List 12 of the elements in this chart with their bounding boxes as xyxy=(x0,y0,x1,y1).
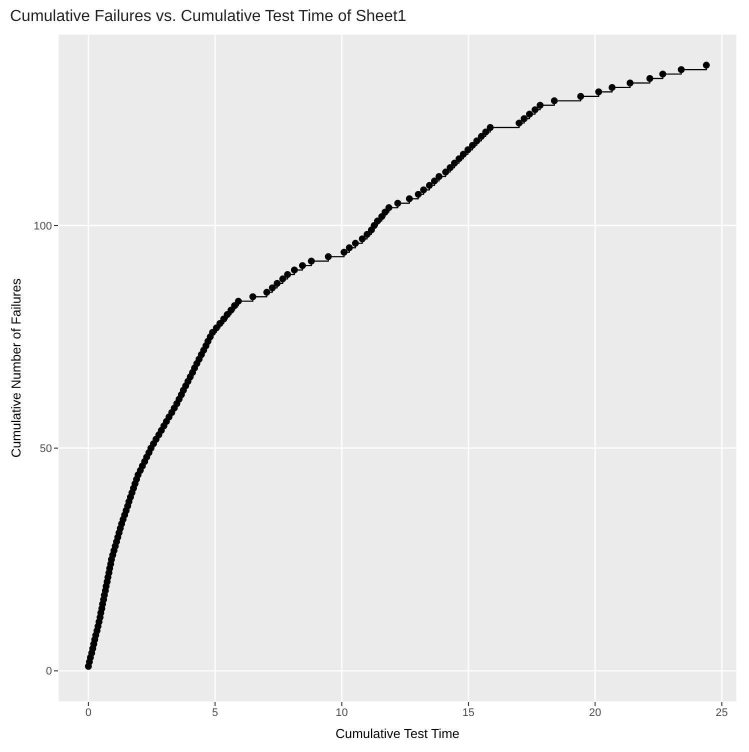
x-tick-label: 10 xyxy=(336,706,348,719)
x-tick-label: 25 xyxy=(716,706,728,719)
y-axis-title: Cumulative Number of Failures xyxy=(8,278,24,458)
x-axis-title: Cumulative Test Time xyxy=(335,726,460,741)
y-tick-label: 0 xyxy=(46,666,52,678)
y-tick-label: 50 xyxy=(40,443,52,456)
x-tick-label: 15 xyxy=(462,706,475,719)
x-tick-label: 20 xyxy=(588,706,602,719)
x-tick-label: 0 xyxy=(85,706,92,719)
chart-title: Cumulative Failures vs. Cumulative Test Time of Sheet1 xyxy=(9,8,408,27)
y-tick-label: 100 xyxy=(34,220,52,232)
x-tick-label: 5 xyxy=(212,706,218,719)
